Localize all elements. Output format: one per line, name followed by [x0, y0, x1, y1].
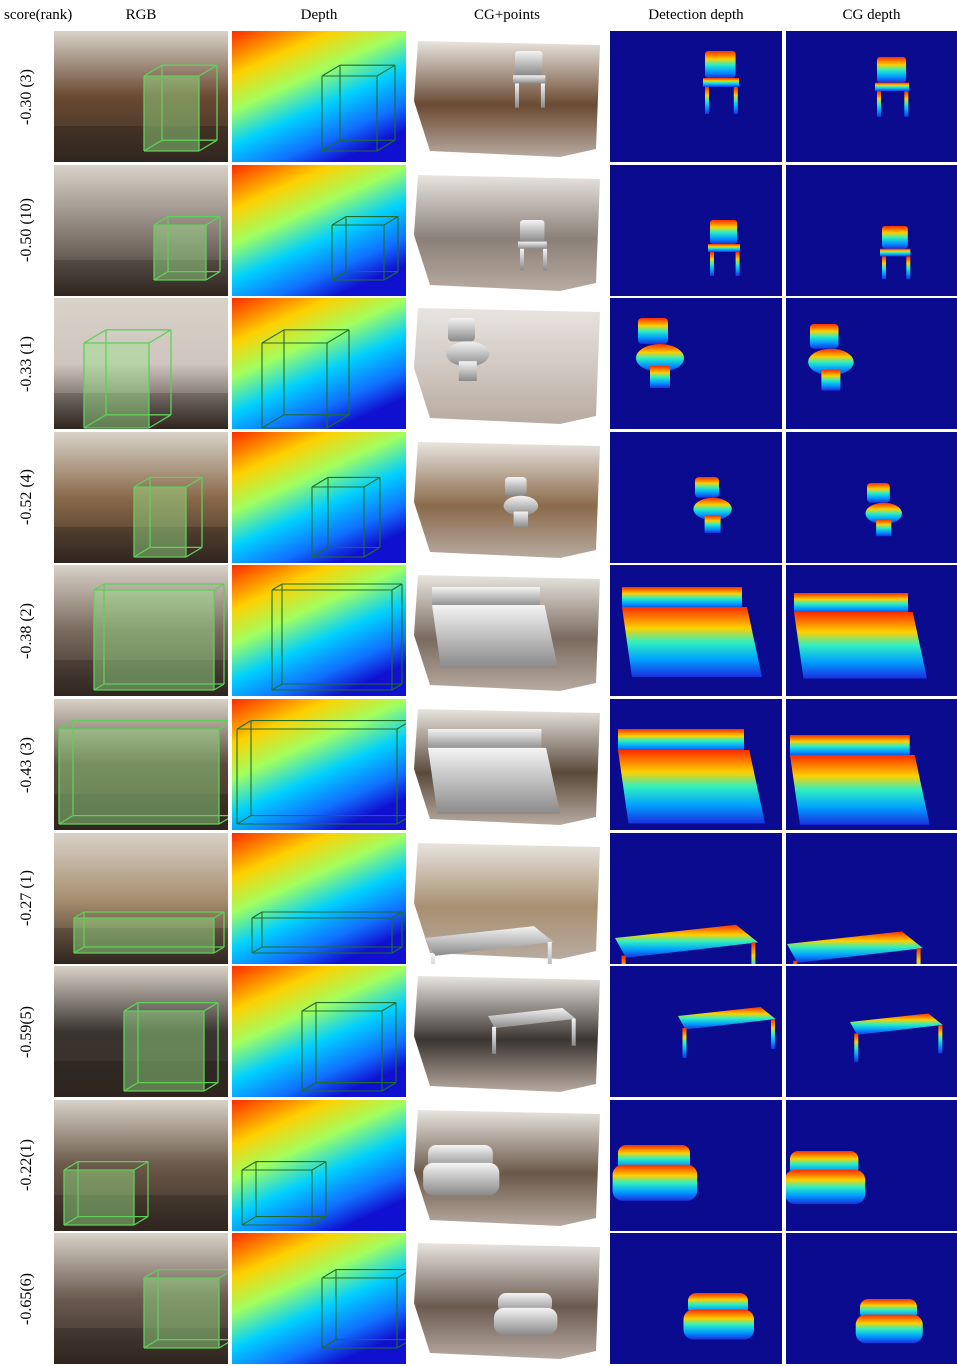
score-label: -0.65(6) — [0, 1233, 54, 1364]
result-row: -0.65(6) — [0, 1233, 957, 1365]
result-row: -0.22(1) — [0, 1099, 957, 1231]
result-row: -0.43 (3) — [0, 699, 957, 830]
result-row: -0.27 (1) — [0, 832, 957, 964]
depth-image — [232, 565, 406, 697]
cg-depth-image — [786, 966, 957, 1098]
cg-depth-image — [786, 699, 957, 830]
cg-points-image — [410, 1233, 606, 1365]
result-row: -0.50 (10) — [0, 164, 957, 296]
cg-points-image — [410, 832, 606, 964]
rgb-image — [54, 164, 228, 296]
cg-points-image — [410, 164, 606, 296]
rgb-image — [54, 565, 228, 697]
detection-depth-image — [610, 699, 782, 830]
score-rank-text: -0.30 (3) — [18, 68, 35, 125]
detection-depth-image — [610, 832, 782, 964]
score-rank-text: -0.38 (2) — [18, 602, 35, 659]
depth-image — [232, 1099, 406, 1231]
score-label: -0.22(1) — [0, 1100, 54, 1231]
detection-depth-image — [610, 1233, 782, 1365]
score-rank-text: -0.50 (10) — [18, 198, 35, 263]
score-label: -0.38 (2) — [0, 565, 54, 696]
depth-image — [232, 431, 406, 563]
cg-points-image — [410, 699, 606, 830]
rgb-image — [54, 298, 228, 430]
score-rank-text: -0.52 (4) — [18, 469, 35, 526]
rgb-image — [54, 1099, 228, 1231]
score-label: -0.59(5) — [0, 966, 54, 1097]
rgb-image — [54, 1233, 228, 1365]
depth-image — [232, 164, 406, 296]
depth-image — [232, 298, 406, 430]
cg-depth-image — [786, 832, 957, 964]
detection-depth-image — [610, 431, 782, 563]
score-label: -0.33 (1) — [0, 298, 54, 429]
header-depth: Depth — [300, 7, 338, 23]
score-label: -0.43 (3) — [0, 699, 54, 830]
detection-depth-image — [610, 565, 782, 697]
cg-depth-image — [786, 565, 957, 697]
cg-depth-image — [786, 431, 957, 563]
detection-depth-image — [610, 31, 782, 162]
detection-depth-image — [610, 966, 782, 1098]
result-row: -0.33 (1) — [0, 298, 957, 430]
score-label: -0.27 (1) — [0, 833, 54, 964]
cg-points-image — [410, 565, 606, 697]
rgb-image — [54, 431, 228, 563]
cg-points-image — [410, 1099, 606, 1231]
cg-depth-image — [786, 31, 957, 162]
score-label: -0.30 (3) — [0, 31, 54, 162]
detection-depth-image — [610, 1099, 782, 1231]
score-label: -0.50 (10) — [0, 165, 54, 296]
cg-points-image — [410, 431, 606, 563]
depth-image — [232, 1233, 406, 1365]
score-rank-text: -0.65(6) — [18, 1272, 35, 1325]
result-row: -0.59(5) — [0, 966, 957, 1098]
depth-image — [232, 966, 406, 1098]
depth-image — [232, 832, 406, 964]
score-label: -0.52 (4) — [0, 432, 54, 563]
rgb-image — [54, 966, 228, 1098]
rgb-image — [54, 832, 228, 964]
cg-depth-image — [786, 1233, 957, 1365]
cg-points-image — [410, 966, 606, 1098]
detection-depth-image — [610, 164, 782, 296]
header-detection-depth: Detection depth — [648, 7, 744, 23]
score-rank-text: -0.59(5) — [18, 1005, 35, 1058]
rgb-image — [54, 31, 228, 162]
header-rgb: RGB — [125, 7, 157, 23]
cg-points-image — [410, 31, 606, 162]
score-rank-text: -0.22(1) — [18, 1139, 35, 1192]
cg-depth-image — [786, 164, 957, 296]
header-cg-depth: CG depth — [842, 7, 901, 23]
result-row: -0.52 (4) — [0, 431, 957, 563]
column-header-row: score(rank) RGB Depth CG+points Detectio… — [0, 0, 957, 31]
score-rank-text: -0.43 (3) — [18, 736, 35, 793]
header-score: score(rank) — [4, 7, 73, 23]
detection-depth-image — [610, 298, 782, 430]
rgb-image — [54, 699, 228, 830]
result-row: -0.30 (3) — [0, 31, 957, 162]
header-cg-points: CG+points — [474, 7, 540, 23]
cg-depth-image — [786, 298, 957, 430]
score-rank-text: -0.27 (1) — [18, 870, 35, 927]
score-rank-text: -0.33 (1) — [18, 335, 35, 392]
cg-depth-image — [786, 1099, 957, 1231]
depth-image — [232, 31, 406, 162]
depth-image — [232, 699, 406, 830]
result-row: -0.38 (2) — [0, 565, 957, 697]
cg-points-image — [410, 298, 606, 430]
